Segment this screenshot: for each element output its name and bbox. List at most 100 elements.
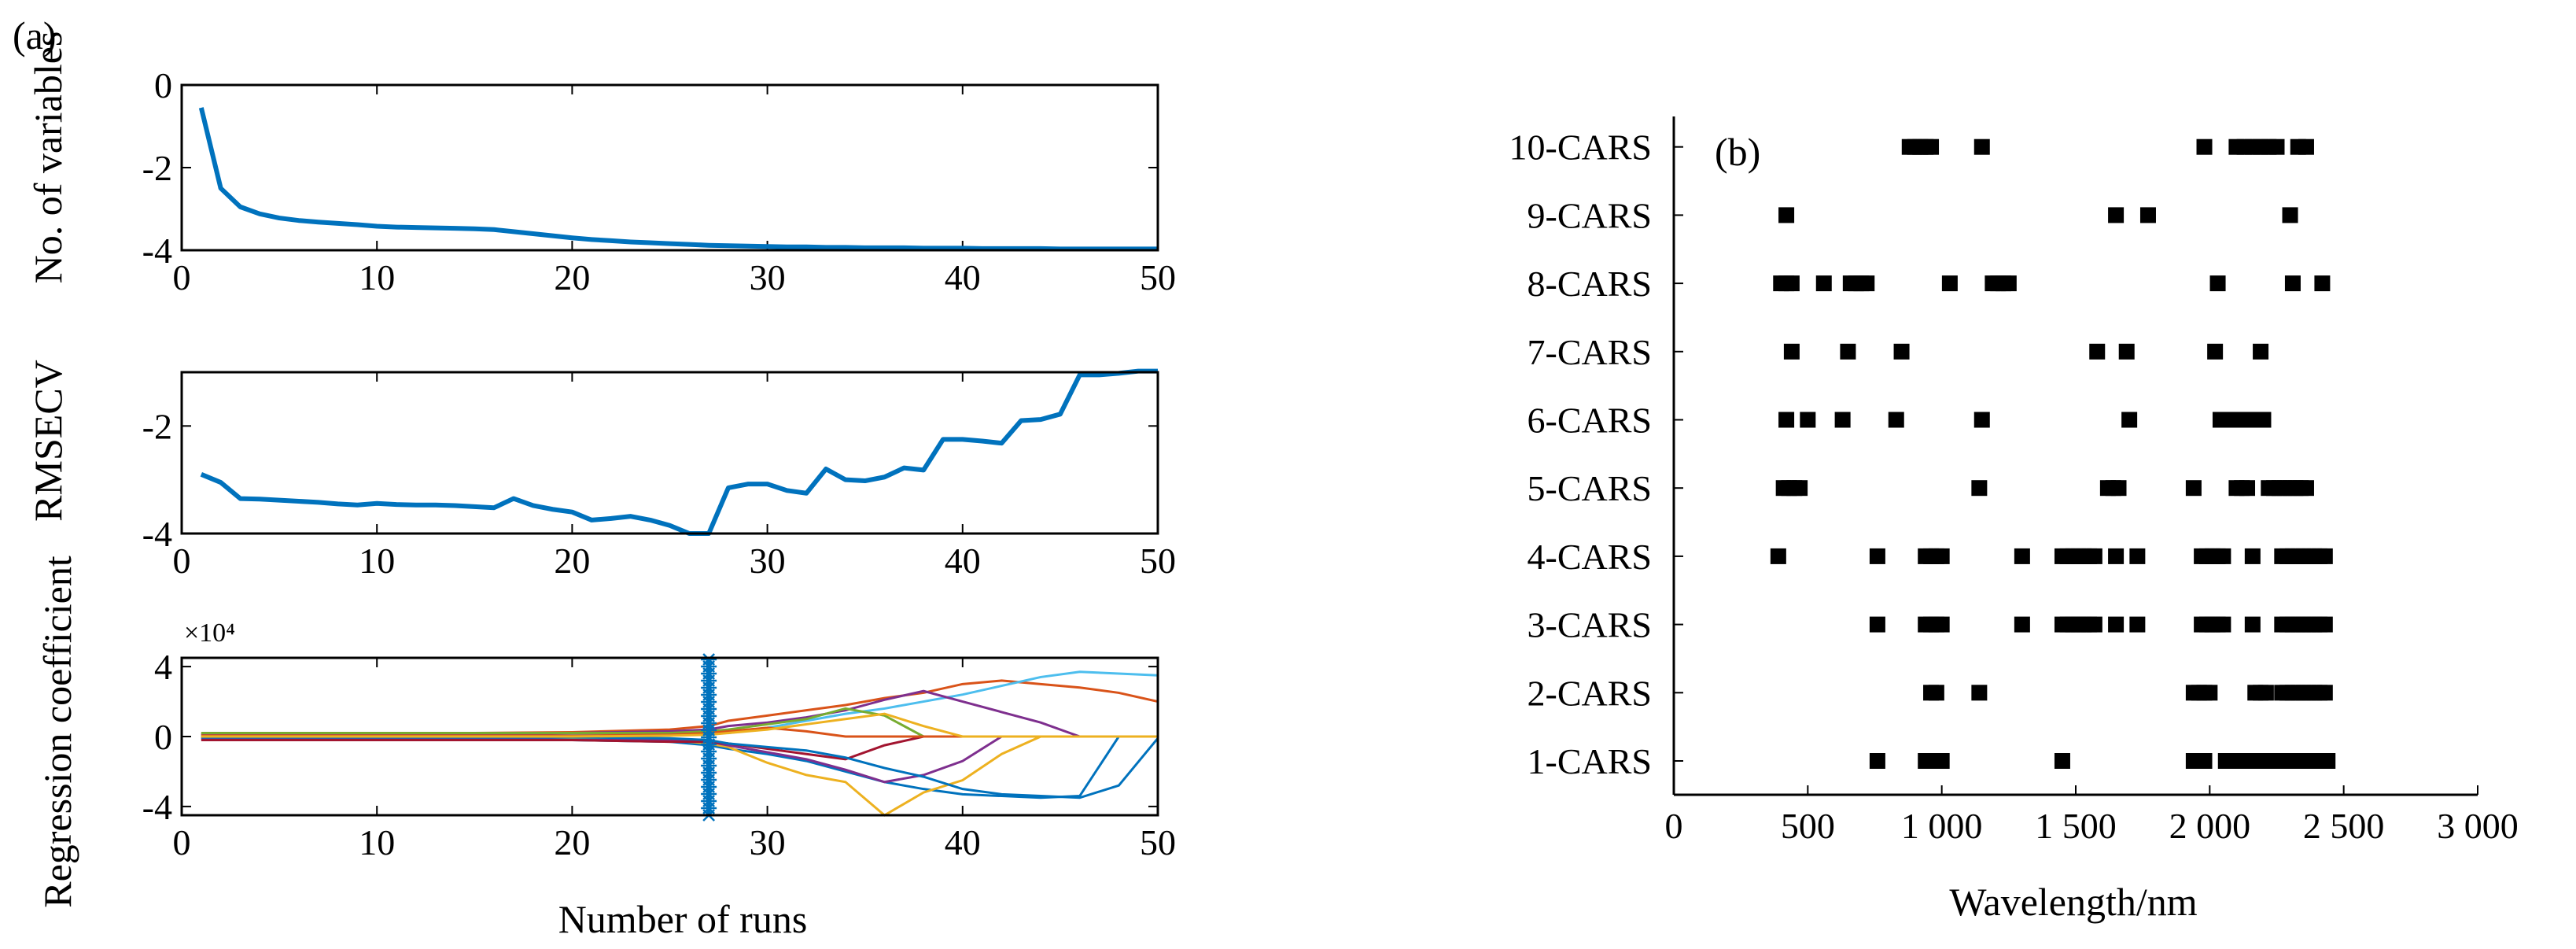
a1-line bbox=[198, 107, 1158, 252]
b-xtick-label: 2 000 bbox=[2169, 806, 2251, 846]
regression-series-5 bbox=[201, 689, 1158, 738]
a2-ylabel: RMSECV bbox=[26, 360, 70, 522]
selected-wavelength-marker bbox=[1973, 138, 1990, 155]
a1-xtick-label: 30 bbox=[750, 257, 786, 297]
selected-wavelength-marker bbox=[1778, 207, 1795, 223]
selected-wavelength-marker bbox=[2298, 138, 2314, 155]
a1-xtick-label: 50 bbox=[1140, 257, 1176, 297]
a1-xtick-label: 40 bbox=[945, 257, 981, 297]
a3-xtick-label: 0 bbox=[173, 822, 191, 862]
a3-ytick-label: 0 bbox=[154, 717, 172, 757]
a3-xtick-label: 50 bbox=[1140, 822, 1176, 862]
b-xtick-label: 3 000 bbox=[2437, 806, 2519, 846]
b-category-label: 7-CARS bbox=[1528, 332, 1652, 372]
a3-exponent: ×10⁴ bbox=[184, 619, 235, 648]
a1-series-line bbox=[198, 107, 1158, 252]
b-category-label: 4-CARS bbox=[1528, 537, 1652, 577]
selected-wavelength-marker bbox=[2298, 480, 2314, 497]
selected-wavelength-marker bbox=[2121, 412, 2138, 428]
selected-wavelength-marker bbox=[1859, 275, 1875, 292]
b-xtick-label: 1 000 bbox=[1901, 806, 1983, 846]
a2-xtick-label: 10 bbox=[359, 541, 395, 581]
selected-wavelength-marker bbox=[1783, 343, 1800, 360]
b-xlabel: Wavelength/nm bbox=[1949, 880, 2197, 924]
subplot-cars: (b) 0 500 1 000 1 500 2 000 2 500 3 000 1-CARS 2… bbox=[1509, 116, 2519, 924]
selected-wavelength-marker bbox=[2129, 616, 2146, 633]
selected-wavelength-marker bbox=[1928, 685, 1944, 701]
selected-wavelength-marker bbox=[2316, 548, 2333, 564]
b-xtick-label: 1 500 bbox=[2035, 806, 2117, 846]
a2-xtick-label: 50 bbox=[1140, 541, 1176, 581]
selected-wavelength-marker bbox=[2196, 138, 2213, 155]
selected-wavelength-marker bbox=[2209, 275, 2226, 292]
regression-series-7 bbox=[201, 707, 1158, 738]
panel-label-b: (b) bbox=[1715, 130, 1760, 174]
a3-frame bbox=[180, 656, 1159, 817]
a1-frame bbox=[180, 83, 1159, 252]
regression-series-4 bbox=[201, 735, 1158, 817]
a1-xtick-label: 10 bbox=[359, 257, 395, 297]
b-category-label: 3-CARS bbox=[1528, 605, 1652, 645]
selected-wavelength-marker bbox=[2086, 616, 2102, 633]
selected-wavelength-marker bbox=[2282, 207, 2298, 223]
a2-ytick-label: -4 bbox=[142, 514, 172, 554]
regression-series-2 bbox=[201, 735, 1158, 799]
selected-wavelength-marker bbox=[2202, 685, 2218, 701]
a3-ytick-label: 4 bbox=[154, 647, 172, 687]
selected-wavelength-marker bbox=[2185, 480, 2202, 497]
b-category-label: 10-CARS bbox=[1509, 127, 1652, 168]
selected-wavelength-marker bbox=[1933, 753, 1950, 769]
selected-wavelength-marker bbox=[2086, 548, 2102, 564]
selected-wavelength-marker bbox=[2268, 138, 2285, 155]
a1-ytick-label: 0 bbox=[154, 65, 172, 105]
a3-ytick-label: -4 bbox=[142, 787, 172, 827]
selected-wavelength-marker bbox=[1778, 412, 1795, 428]
selected-wavelength-marker bbox=[2215, 616, 2231, 633]
a3-lines bbox=[201, 670, 1159, 817]
a2-ytick-label: -2 bbox=[142, 406, 172, 446]
a3-xtick-label: 30 bbox=[750, 822, 786, 862]
selected-wavelength-marker bbox=[2253, 343, 2269, 360]
selected-wavelength-marker bbox=[1840, 343, 1856, 360]
subplot-variables: No. of variables 0 10 20 30 40 50 0 -2 -4 bbox=[26, 31, 1176, 297]
a3-optimal-marker bbox=[701, 653, 717, 822]
a2-ticks: 0 10 20 30 40 50 -2 -4 bbox=[142, 372, 1176, 581]
a3-ylabel: Regression coefficient bbox=[35, 556, 79, 908]
a1-ylabel: No. of variables bbox=[26, 31, 70, 284]
selected-wavelength-marker bbox=[1869, 548, 1885, 564]
a1-xtick-label: 0 bbox=[173, 257, 191, 297]
a2-series-line bbox=[200, 368, 1158, 536]
selected-wavelength-marker bbox=[1869, 753, 1885, 769]
selected-wavelength-marker bbox=[2000, 275, 2017, 292]
b-xtick-label: 500 bbox=[1781, 806, 1835, 846]
a2-line bbox=[200, 368, 1158, 536]
selected-wavelength-marker bbox=[2054, 753, 2070, 769]
regression-series-1 bbox=[201, 679, 1159, 736]
a3-xlabel: Number of runs bbox=[558, 897, 808, 941]
b-xtick-label: 2 500 bbox=[2303, 806, 2385, 846]
selected-wavelength-marker bbox=[2139, 207, 2156, 223]
selected-wavelength-marker bbox=[2089, 343, 2106, 360]
a3-xtick-label: 10 bbox=[359, 822, 395, 862]
a3-xtick-label: 20 bbox=[554, 822, 590, 862]
selected-wavelength-marker bbox=[1834, 412, 1851, 428]
selected-wavelength-marker bbox=[2129, 548, 2146, 564]
b-category-label: 5-CARS bbox=[1528, 468, 1652, 508]
selected-wavelength-marker bbox=[2316, 685, 2333, 701]
regression-series-10 bbox=[201, 736, 1159, 799]
regression-series-11 bbox=[201, 712, 1158, 738]
selected-wavelength-marker bbox=[2108, 616, 2125, 633]
a2-frame bbox=[180, 371, 1159, 535]
selected-wavelength-marker bbox=[2108, 207, 2125, 223]
selected-wavelength-marker bbox=[1783, 275, 1800, 292]
selected-wavelength-marker bbox=[1933, 616, 1950, 633]
selected-wavelength-marker bbox=[2316, 616, 2333, 633]
b-category-label: 1-CARS bbox=[1528, 741, 1652, 781]
selected-wavelength-marker bbox=[2257, 685, 2274, 701]
selected-wavelength-marker bbox=[2239, 480, 2256, 497]
selected-wavelength-marker bbox=[1815, 275, 1832, 292]
selected-wavelength-marker bbox=[2110, 480, 2127, 497]
selected-wavelength-marker bbox=[2014, 616, 2030, 633]
